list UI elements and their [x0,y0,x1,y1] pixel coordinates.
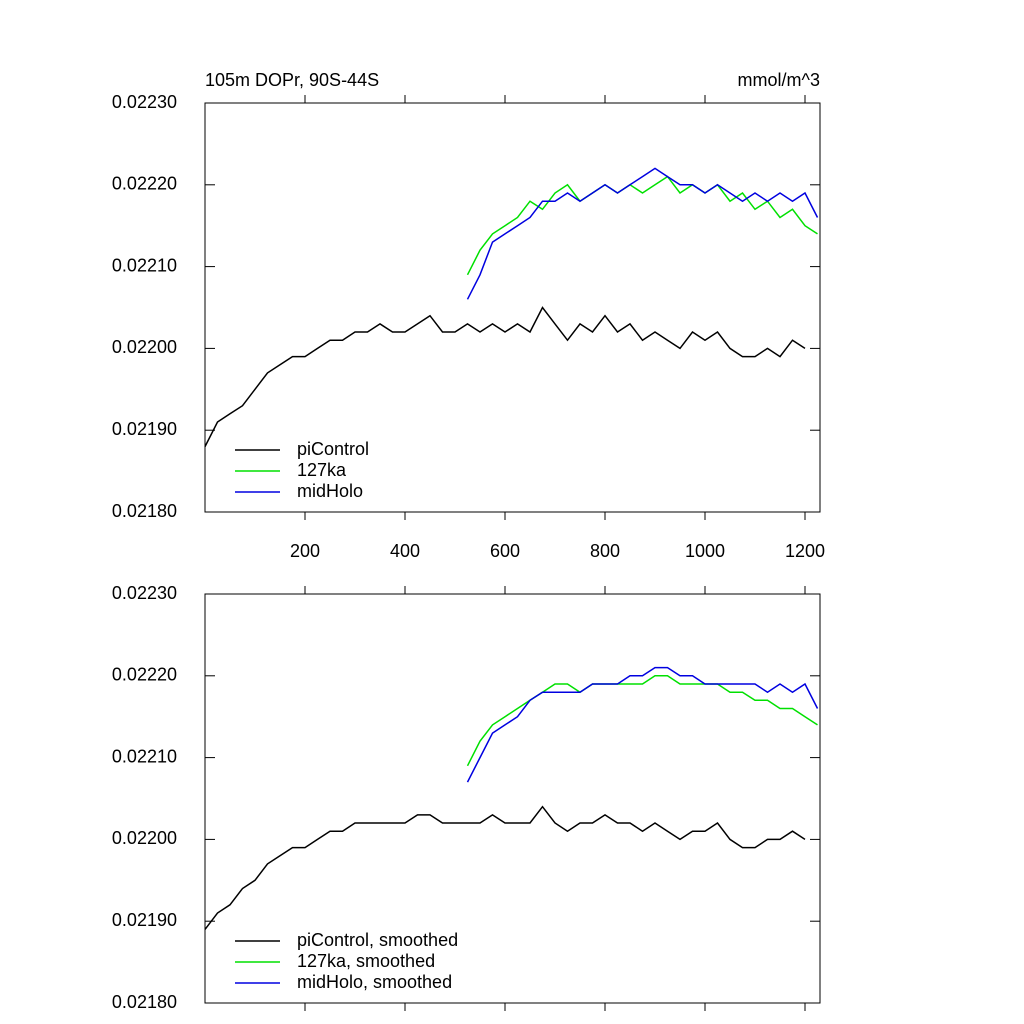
series-line [466,175,818,276]
y-tick-label: 0.02220 [112,665,177,685]
legend-label: midHolo, smoothed [297,972,452,992]
x-tick-label: 800 [590,541,620,561]
series-line [466,666,819,783]
y-tick-label: 0.02210 [112,255,177,275]
legend-label: piControl [297,439,369,459]
y-tick-label: 0.02180 [112,992,177,1012]
y-tick-label: 0.02230 [112,583,177,603]
series-line [466,167,819,300]
legend-label: midHolo [297,481,363,501]
x-tick-label: 600 [490,541,520,561]
plot-frame [204,102,821,513]
series-line [466,675,818,767]
y-tick-label: 0.02210 [112,746,177,766]
legend-label: 127ka, smoothed [297,951,435,971]
y-tick-label: 0.02200 [112,828,177,848]
x-tick-label: 1200 [785,541,825,561]
y-tick-label: 0.02180 [112,501,177,521]
x-tick-label: 400 [390,541,420,561]
x-tick-label: 200 [290,541,320,561]
legend-label: piControl, smoothed [297,930,458,950]
chart-title: 105m DOPr, 90S-44S [205,70,379,90]
x-tick-label: 1000 [685,541,725,561]
y-tick-label: 0.02220 [112,174,177,194]
plot-frame [204,593,821,1004]
y-tick-label: 0.02230 [112,92,177,112]
units-label: mmol/m^3 [738,70,820,90]
y-tick-label: 0.02190 [112,419,177,439]
series-line [204,805,806,930]
y-tick-label: 0.02190 [112,910,177,930]
y-tick-label: 0.02200 [112,337,177,357]
legend-label: 127ka [297,460,347,480]
series-line [204,306,806,447]
